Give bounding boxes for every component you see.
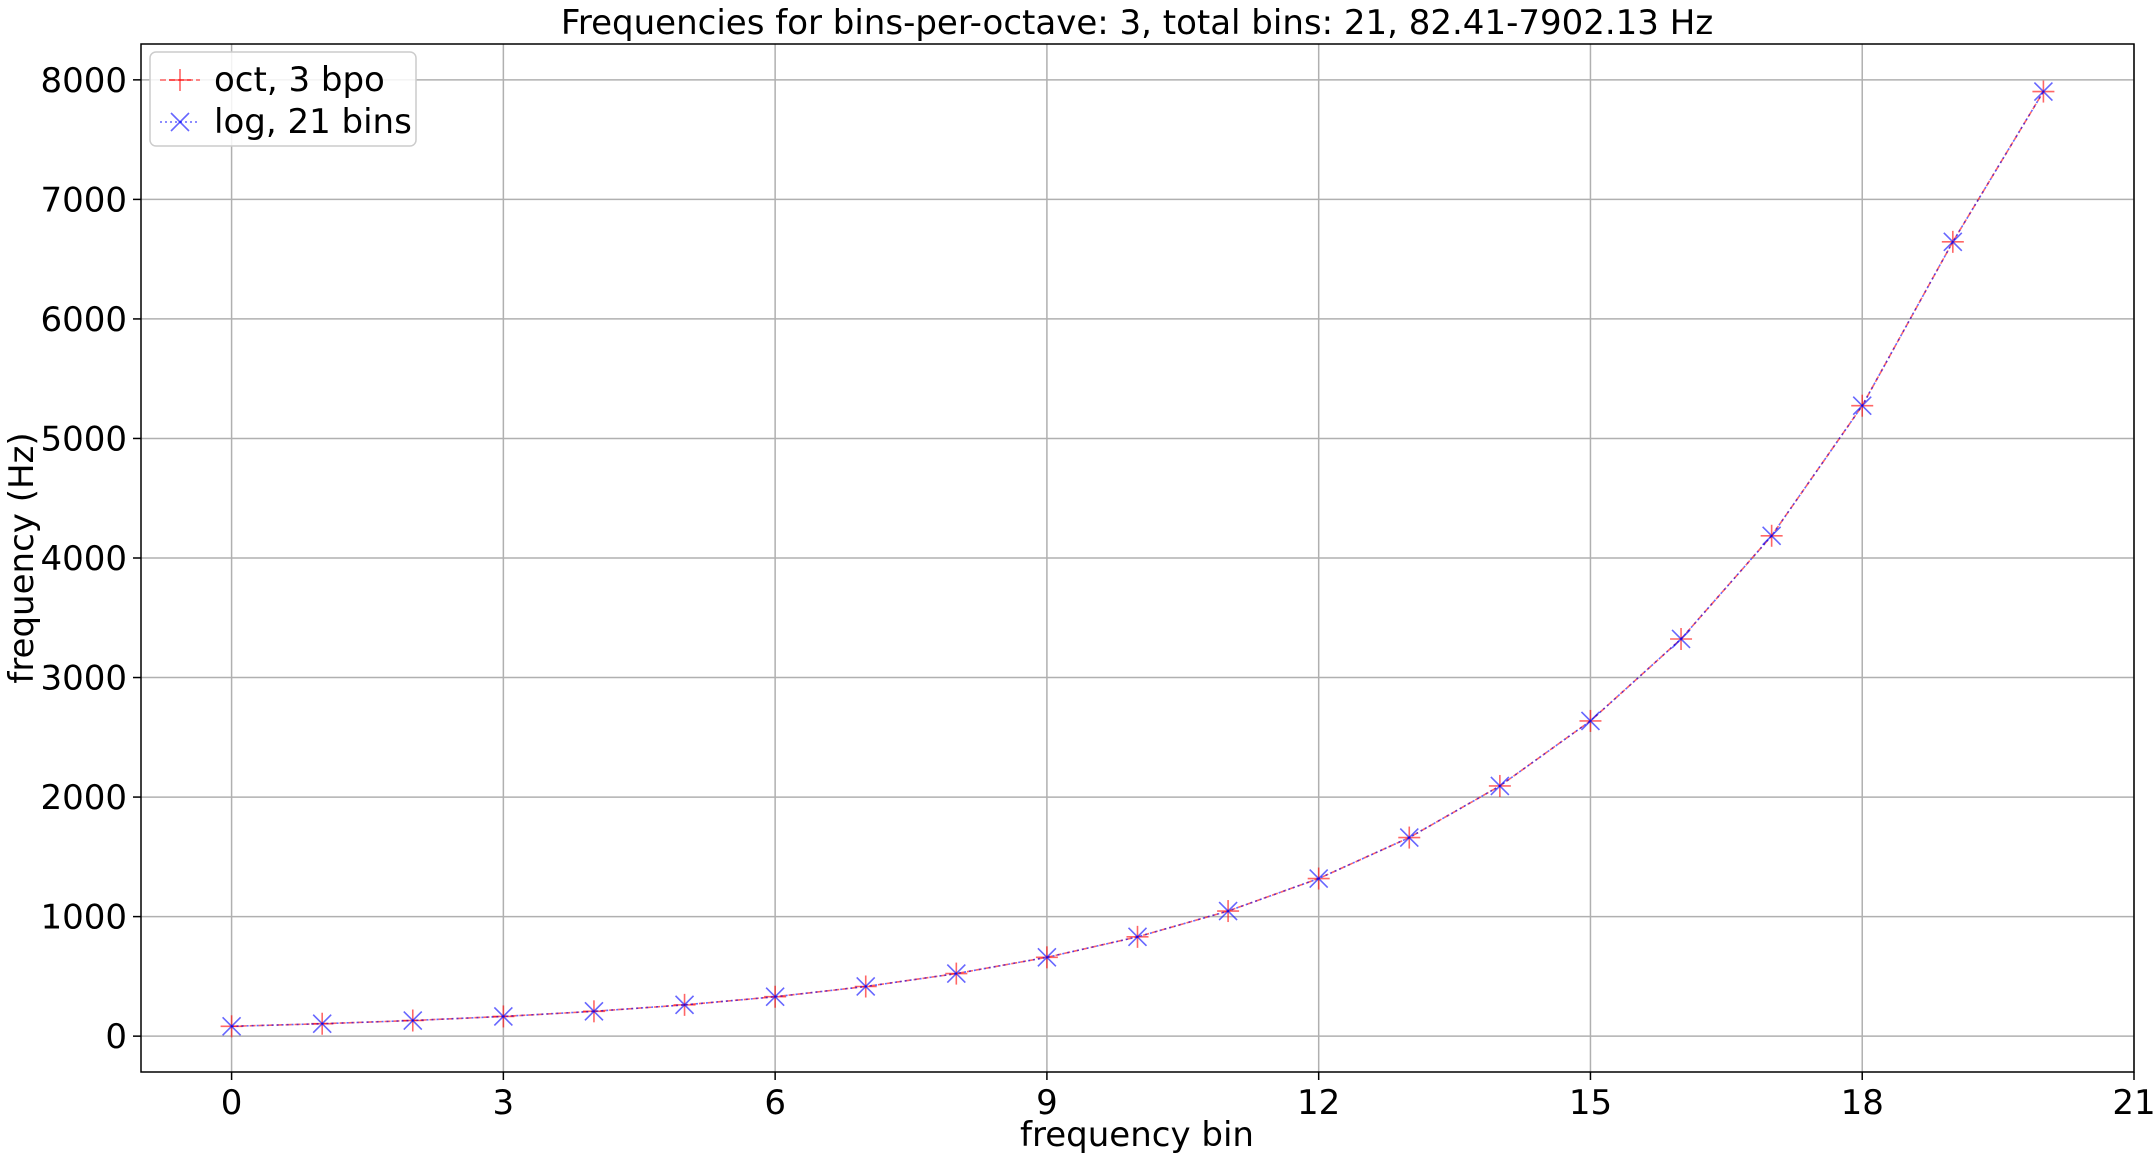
legend-marker-glyph	[170, 112, 190, 132]
legend-box	[149, 51, 417, 147]
data-point-x	[946, 964, 966, 984]
data-point-x	[1037, 947, 1057, 967]
legend-marker-plus	[169, 69, 191, 91]
y-tick-label: 4000	[40, 539, 127, 579]
x-axis-label: frequency bin	[1020, 1115, 1254, 1154]
data-point-x	[674, 995, 695, 1015]
data-point-x	[1127, 927, 1148, 947]
data-point-x	[2033, 81, 2053, 102]
y-tick-label: 2000	[40, 778, 127, 818]
data-point-x	[1762, 526, 1782, 546]
x-tick-label: 9	[1036, 1083, 1058, 1123]
data-point-x	[1399, 828, 1419, 848]
data-point-x	[1852, 396, 1872, 416]
x-tick-label: 21	[2112, 1083, 2155, 1123]
data-point-x	[1490, 776, 1510, 796]
legend-label-oct: oct, 3 bpo	[214, 60, 385, 100]
legend-marker-glyph	[169, 69, 191, 91]
series-layer	[220, 80, 2055, 1038]
y-tick-label: 7000	[40, 180, 127, 220]
y-tick-label: 0	[105, 1017, 127, 1057]
y-axis-ticks: 0 1000 2000 3000 4000 5000 6000 7000 8000	[40, 61, 141, 1057]
data-point-x	[493, 1006, 513, 1027]
chart-title: Frequencies for bins-per-octave: 3, tota…	[561, 3, 1713, 43]
y-tick-label: 3000	[40, 659, 127, 699]
data-point-x	[222, 1016, 242, 1036]
data-point-x	[1671, 629, 1691, 649]
legend-label-log: log, 21 bins	[214, 102, 412, 142]
data-point-x	[765, 987, 785, 1007]
grid-layer	[141, 44, 2135, 1072]
legend: oct, 3 bpo log, 21 bins	[149, 51, 417, 147]
x-tick-label: 6	[764, 1083, 786, 1123]
y-tick-label: 6000	[40, 300, 127, 340]
series-line-1	[231, 91, 2045, 1028]
y-tick-label: 8000	[40, 61, 127, 101]
legend-marker-x	[170, 112, 190, 132]
x-tick-label: 12	[1297, 1083, 1340, 1123]
legend-entry-oct: oct, 3 bpo	[160, 60, 385, 100]
y-tick-label: 1000	[40, 898, 127, 938]
data-point-x	[403, 1010, 423, 1031]
x-tick-label: 15	[1569, 1083, 1612, 1123]
data-point-x	[856, 976, 876, 997]
x-axis-ticks: 0 3 6 9 12 15 18 21	[221, 1072, 2155, 1123]
data-point-x	[1580, 711, 1601, 731]
data-point-x	[312, 1014, 332, 1034]
x-tick-label: 0	[221, 1083, 243, 1123]
data-point-x	[584, 1001, 604, 1021]
legend-entry-log: log, 21 bins	[160, 102, 412, 142]
y-axis-label: frequency (Hz)	[2, 432, 42, 683]
x-tick-label: 18	[1841, 1083, 1884, 1123]
y-tick-label: 5000	[40, 419, 127, 459]
x-tick-label: 3	[493, 1083, 515, 1123]
data-point-x	[1943, 232, 1963, 252]
data-point-x	[1218, 901, 1238, 921]
data-point-x	[1309, 868, 1329, 889]
